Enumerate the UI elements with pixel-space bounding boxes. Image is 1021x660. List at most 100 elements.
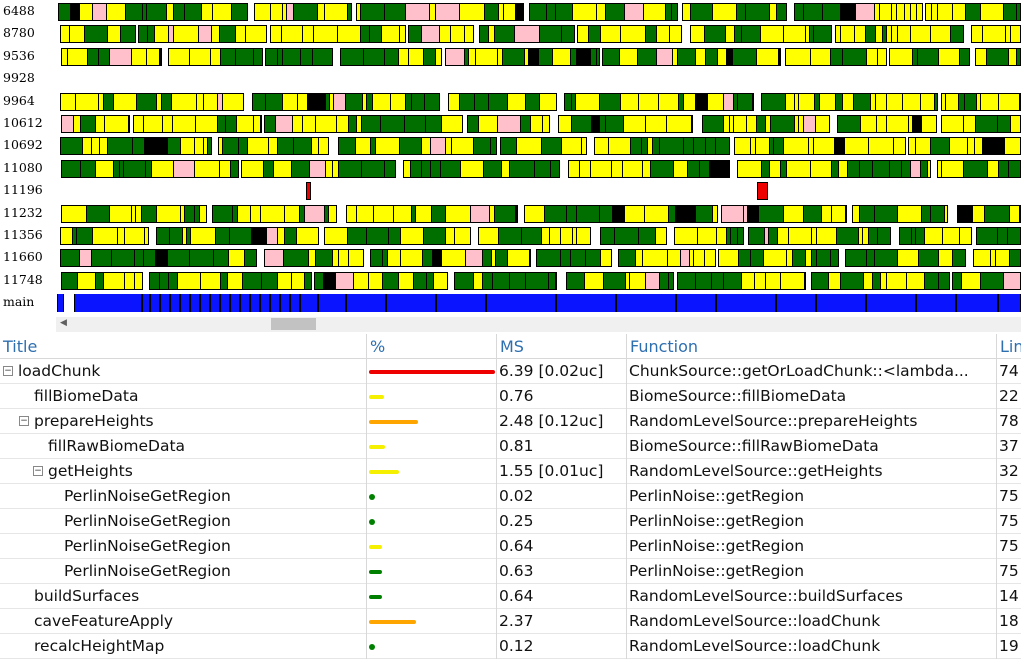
- task-block[interactable]: [196, 116, 217, 132]
- task-block[interactable]: [436, 4, 459, 20]
- task-block[interactable]: [87, 205, 109, 222]
- thread-lane[interactable]: [56, 70, 1021, 88]
- task-block[interactable]: [696, 48, 705, 65]
- task-block[interactable]: [911, 160, 920, 177]
- task-block[interactable]: [110, 48, 131, 65]
- task-block[interactable]: [239, 138, 247, 155]
- task-block[interactable]: [1017, 48, 1020, 65]
- main-task-block[interactable]: [74, 294, 142, 313]
- task-block[interactable]: [876, 26, 882, 43]
- task-block[interactable]: [810, 26, 813, 43]
- task-block[interactable]: [887, 26, 891, 43]
- task-block[interactable]: [525, 205, 544, 222]
- task-block[interactable]: [591, 160, 611, 177]
- task-block[interactable]: [577, 205, 599, 222]
- task-block[interactable]: [942, 116, 963, 132]
- task-block[interactable]: [325, 228, 347, 244]
- task-block[interactable]: [446, 205, 470, 222]
- task-block[interactable]: [559, 116, 571, 132]
- task-block[interactable]: [556, 4, 572, 20]
- task-block[interactable]: [871, 93, 875, 110]
- task-block[interactable]: [201, 272, 220, 289]
- task-block[interactable]: [216, 228, 229, 244]
- task-block[interactable]: [522, 228, 541, 244]
- task-block[interactable]: [236, 48, 253, 65]
- task-block[interactable]: [795, 93, 798, 110]
- table-row[interactable]: fillBiomeData 0.76 BiomeSource::fillBiomeD…: [0, 384, 1021, 409]
- task-block[interactable]: [718, 48, 726, 65]
- task-block[interactable]: [278, 272, 291, 289]
- task-block[interactable]: [297, 228, 318, 244]
- task-block[interactable]: [211, 48, 220, 65]
- task-block[interactable]: [152, 160, 173, 177]
- task-block[interactable]: [168, 138, 180, 155]
- task-block[interactable]: [789, 228, 811, 244]
- task-block[interactable]: [639, 228, 655, 244]
- task-block[interactable]: [630, 272, 645, 289]
- task-block[interactable]: [705, 250, 715, 267]
- task-block[interactable]: [562, 138, 581, 155]
- task-block[interactable]: [167, 4, 173, 20]
- task-block[interactable]: [228, 272, 242, 289]
- task-block[interactable]: [713, 4, 736, 20]
- task-block[interactable]: [371, 138, 375, 155]
- task-block[interactable]: [455, 228, 470, 244]
- task-block[interactable]: [875, 4, 879, 20]
- task-block[interactable]: [319, 138, 328, 155]
- task-block[interactable]: [334, 93, 345, 110]
- task-block[interactable]: [562, 26, 574, 43]
- task-block[interactable]: [283, 93, 297, 110]
- task-block[interactable]: [724, 93, 733, 110]
- task-block[interactable]: [674, 160, 687, 177]
- task-block[interactable]: [293, 116, 302, 132]
- task-block[interactable]: [678, 48, 695, 65]
- column-header-ms[interactable]: MS: [497, 334, 627, 359]
- task-block[interactable]: [62, 48, 67, 65]
- task-block[interactable]: [114, 93, 136, 110]
- task-block[interactable]: [187, 228, 190, 244]
- task-block[interactable]: [412, 93, 424, 110]
- column-header-function[interactable]: Function: [627, 334, 997, 359]
- task-block[interactable]: [539, 48, 552, 65]
- task-block[interactable]: [93, 4, 106, 20]
- task-block[interactable]: [298, 93, 307, 110]
- task-block[interactable]: [452, 138, 473, 155]
- task-block[interactable]: [248, 138, 268, 155]
- task-block[interactable]: [369, 272, 382, 289]
- task-block[interactable]: [475, 93, 488, 110]
- task-block[interactable]: [592, 116, 599, 132]
- task-block[interactable]: [939, 250, 952, 267]
- thread-row[interactable]: 8780: [0, 22, 1021, 44]
- task-block[interactable]: [684, 138, 693, 155]
- task-block[interactable]: [787, 250, 792, 267]
- task-block[interactable]: [642, 138, 647, 155]
- task-block[interactable]: [866, 26, 875, 43]
- task-block[interactable]: [169, 272, 177, 289]
- task-block[interactable]: [498, 116, 520, 132]
- task-block[interactable]: [285, 205, 299, 222]
- task-block[interactable]: [913, 48, 917, 65]
- task-block[interactable]: [905, 4, 910, 20]
- task-block[interactable]: [134, 116, 143, 132]
- task-block[interactable]: [855, 26, 865, 43]
- task-block[interactable]: [504, 4, 515, 20]
- task-block[interactable]: [85, 26, 107, 43]
- task-block[interactable]: [816, 116, 829, 132]
- task-block[interactable]: [269, 138, 277, 155]
- thread-lane[interactable]: [56, 92, 1021, 111]
- task-block[interactable]: [73, 228, 76, 244]
- task-block[interactable]: [278, 228, 284, 244]
- task-block[interactable]: [737, 4, 745, 20]
- task-block[interactable]: [114, 160, 119, 177]
- task-block[interactable]: [411, 160, 421, 177]
- task-block[interactable]: [694, 250, 704, 267]
- task-block[interactable]: [615, 228, 638, 244]
- task-block[interactable]: [223, 138, 238, 155]
- task-block[interactable]: [271, 4, 282, 20]
- task-block[interactable]: [960, 48, 969, 65]
- task-block[interactable]: [354, 272, 368, 289]
- task-block[interactable]: [135, 250, 143, 267]
- thread-row[interactable]: 11748: [0, 269, 1021, 291]
- task-block[interactable]: [255, 4, 270, 20]
- task-block[interactable]: [848, 160, 859, 177]
